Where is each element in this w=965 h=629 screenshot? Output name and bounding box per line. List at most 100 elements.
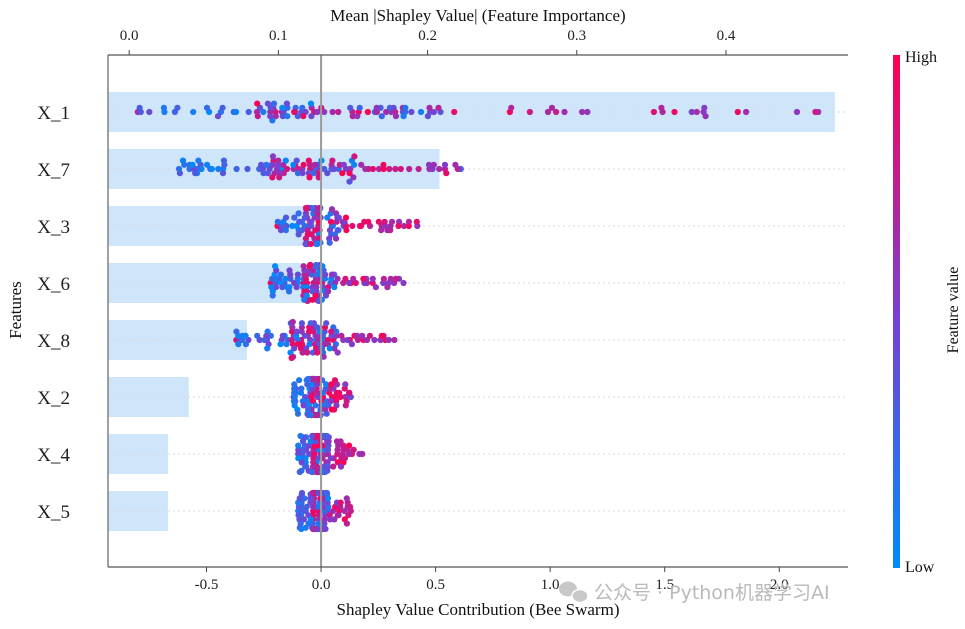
shap-point-X_2 <box>328 381 335 388</box>
shap-point-X_5 <box>303 503 310 510</box>
shap-point-X_5 <box>345 512 352 519</box>
shap-point-X_8 <box>279 332 286 339</box>
shap-point-X_7 <box>294 170 302 177</box>
top-tick-label: 0.1 <box>269 28 288 44</box>
shap-point-X_1 <box>526 108 534 116</box>
shap-point-X_7 <box>215 165 222 173</box>
shap-point-X_3 <box>301 214 308 221</box>
shap-point-X_3 <box>405 218 412 225</box>
shap-point-X_8 <box>323 320 330 327</box>
shap-point-X_3 <box>312 227 319 234</box>
shap-point-X_1 <box>548 104 556 111</box>
shap-point-X_1 <box>701 104 708 111</box>
shap-point-X_2 <box>309 381 316 388</box>
shap-point-X_7 <box>375 165 383 173</box>
shap-point-X_3 <box>357 222 365 230</box>
shap-point-X_1 <box>232 108 240 116</box>
shap-point-X_1 <box>254 113 261 120</box>
shap-point-X_1 <box>544 108 552 116</box>
shap-point-X_8 <box>391 336 398 344</box>
shap-point-X_2 <box>336 389 343 396</box>
shap-point-X_7 <box>233 165 240 173</box>
shap-point-X_1 <box>793 108 801 116</box>
shap-point-X_7 <box>386 165 393 173</box>
shap-point-X_6 <box>301 296 308 303</box>
shap-point-X_2 <box>342 402 349 409</box>
importance-bars <box>108 92 835 531</box>
shap-point-X_7 <box>436 165 443 173</box>
shap-point-X_8 <box>326 345 333 352</box>
shap-point-X_1 <box>308 113 315 120</box>
shap-point-X_6 <box>294 271 301 278</box>
shap-point-X_3 <box>349 222 356 230</box>
shap-point-X_1 <box>658 104 665 111</box>
feature-label-X_2: X_2 <box>37 388 70 409</box>
shap-point-X_3 <box>378 227 385 234</box>
shap-point-X_2 <box>314 411 321 419</box>
shap-point-X_2 <box>323 381 330 388</box>
shap-point-X_1 <box>702 113 709 120</box>
shap-point-X_5 <box>312 525 319 533</box>
shap-point-X_2 <box>323 410 330 417</box>
shap-point-X_3 <box>304 204 311 212</box>
shap-point-X_3 <box>295 231 302 238</box>
shap-point-X_8 <box>233 328 240 335</box>
shap-point-X_4 <box>297 432 304 440</box>
shap-point-X_1 <box>300 113 307 120</box>
shap-point-X_2 <box>296 377 303 384</box>
importance-bar-X_4 <box>108 434 168 474</box>
shap-point-X_7 <box>358 161 365 168</box>
top-axis-ticks: 0.0 0.1 0.2 0.3 0.4 <box>120 28 736 55</box>
shap-point-X_8 <box>314 349 321 356</box>
shap-point-X_3 <box>387 227 394 234</box>
shap-point-X_7 <box>263 161 270 168</box>
shap-point-X_7 <box>195 157 202 164</box>
shap-point-X_2 <box>312 402 319 409</box>
shap-point-X_7 <box>290 161 297 168</box>
shap-point-X_2 <box>298 385 305 392</box>
shap-point-X_8 <box>283 341 290 348</box>
importance-bar-X_5 <box>108 491 168 531</box>
shap-point-X_2 <box>300 402 307 409</box>
shap-point-X_7 <box>380 161 387 168</box>
shap-point-X_2 <box>331 377 339 384</box>
shap-point-X_1 <box>279 104 286 111</box>
shap-point-X_6 <box>400 279 407 287</box>
shap-point-X_4 <box>296 468 303 476</box>
shap-point-X_4 <box>337 463 345 470</box>
shap-point-X_3 <box>308 218 315 225</box>
shap-point-X_6 <box>387 275 394 282</box>
feature-label-X_5: X_5 <box>37 502 70 523</box>
shap-point-X_6 <box>285 288 293 295</box>
shap-point-X_2 <box>346 389 353 396</box>
shap-point-X_5 <box>324 495 332 502</box>
shap-point-X_2 <box>307 411 314 419</box>
shap-point-X_6 <box>268 284 275 291</box>
colorbar-high-label: High <box>905 49 937 66</box>
shap-point-X_7 <box>192 170 199 177</box>
shap-point-X_1 <box>270 100 278 107</box>
shap-point-X_7 <box>300 161 307 168</box>
wechat-icon <box>559 581 589 604</box>
shap-point-X_8 <box>289 318 296 326</box>
shap-point-X_8 <box>378 332 385 339</box>
shap-point-X_7 <box>208 165 215 173</box>
top-tick-label: 0.0 <box>120 28 139 44</box>
shap-point-X_7 <box>179 157 187 164</box>
feature-label-X_4: X_4 <box>37 445 70 466</box>
shap-point-X_1 <box>174 104 181 111</box>
shap-point-X_8 <box>307 320 314 327</box>
shap-point-X_1 <box>579 108 586 116</box>
shap-point-X_4 <box>295 455 302 462</box>
shap-point-X_8 <box>328 328 335 335</box>
shap-point-X_3 <box>342 214 350 221</box>
shap-point-X_1 <box>329 108 336 116</box>
shap-point-X_8 <box>242 332 249 339</box>
shap-point-X_2 <box>294 410 302 417</box>
shap-point-X_8 <box>301 332 308 339</box>
bottom-tick-label: 0.5 <box>426 577 445 593</box>
shap-point-X_1 <box>160 104 167 111</box>
shap-point-X_1 <box>426 104 433 111</box>
shap-point-X_7 <box>189 161 196 168</box>
shap-point-X_1 <box>650 108 658 116</box>
